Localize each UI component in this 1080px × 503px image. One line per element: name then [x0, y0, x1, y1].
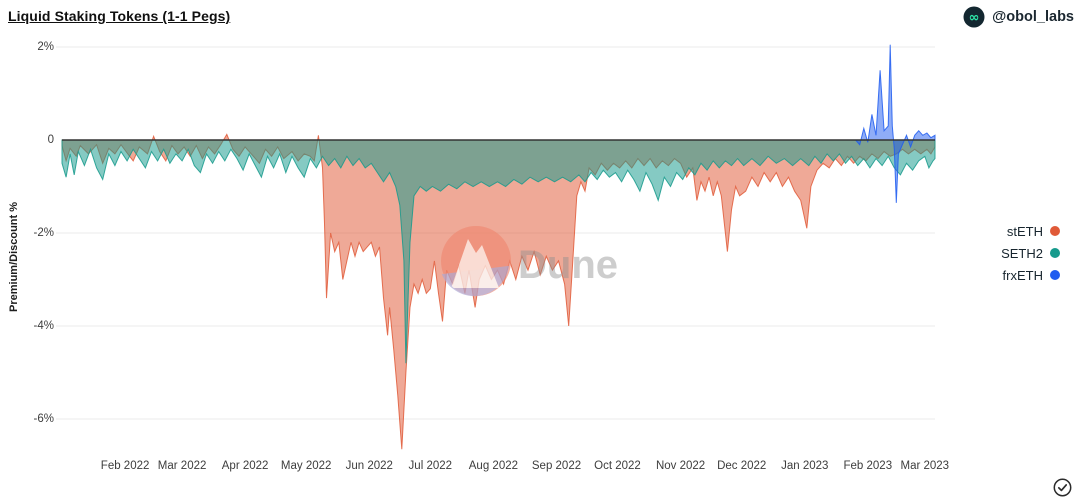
y-axis-tick-label: 0: [47, 134, 54, 146]
check-circle-icon[interactable]: [1053, 478, 1072, 497]
x-axis-tick-label: Feb 2022: [100, 460, 150, 472]
x-axis-tick-label: Aug 2022: [468, 460, 519, 472]
legend-dot-frxeth: [1050, 270, 1060, 280]
legend-item-seth2[interactable]: SETH2: [975, 242, 1060, 264]
area-series-SETH2: [61, 139, 936, 364]
x-axis-tick-label: Jul 2022: [408, 460, 453, 472]
legend-label: stETH: [1006, 223, 1043, 239]
x-axis-tick-label: Mar 2023: [900, 460, 950, 472]
legend-dot-seth2: [1050, 248, 1060, 258]
chart-title-link[interactable]: Liquid Staking Tokens (1-1 Pegs): [8, 8, 231, 24]
x-axis-tick-label: Jan 2023: [781, 460, 829, 472]
x-axis-tick-label: Dec 2022: [717, 460, 767, 472]
x-axis-tick-label: Apr 2022: [221, 460, 269, 472]
area-series-frxETH: [854, 44, 936, 203]
legend-item-steth[interactable]: stETH: [975, 220, 1060, 242]
x-axis-tick-label: May 2022: [280, 460, 332, 472]
account-handle: @obol_labs: [992, 9, 1074, 25]
x-axis-tick-label: Mar 2022: [157, 460, 207, 472]
y-axis-tick-label: -2%: [33, 227, 54, 239]
legend-label: frxETH: [1002, 267, 1043, 283]
y-axis-tick-label: 2%: [37, 41, 54, 53]
x-axis-tick-label: Feb 2023: [843, 460, 893, 472]
legend-label: SETH2: [1001, 245, 1043, 261]
chart-legend: stETH SETH2 frxETH: [975, 220, 1060, 286]
dune-logo-mountain: [451, 239, 499, 288]
svg-text:∞: ∞: [969, 11, 980, 26]
y-axis-tick-label: -4%: [33, 320, 54, 332]
x-axis-tick-label: Nov 2022: [655, 460, 706, 472]
account-badge[interactable]: ∞ @obol_labs: [963, 6, 1074, 28]
legend-item-frxeth[interactable]: frxETH: [975, 264, 1060, 286]
dune-watermark-text: Dune: [518, 243, 618, 287]
obol-infinity-icon: ∞: [963, 6, 985, 28]
x-axis-tick-label: Oct 2022: [594, 460, 641, 472]
x-axis-tick-label: Sep 2022: [531, 460, 582, 472]
y-axis-tick-label: -6%: [33, 413, 54, 425]
x-axis-tick-label: Jun 2022: [345, 460, 393, 472]
legend-dot-steth: [1050, 226, 1060, 236]
